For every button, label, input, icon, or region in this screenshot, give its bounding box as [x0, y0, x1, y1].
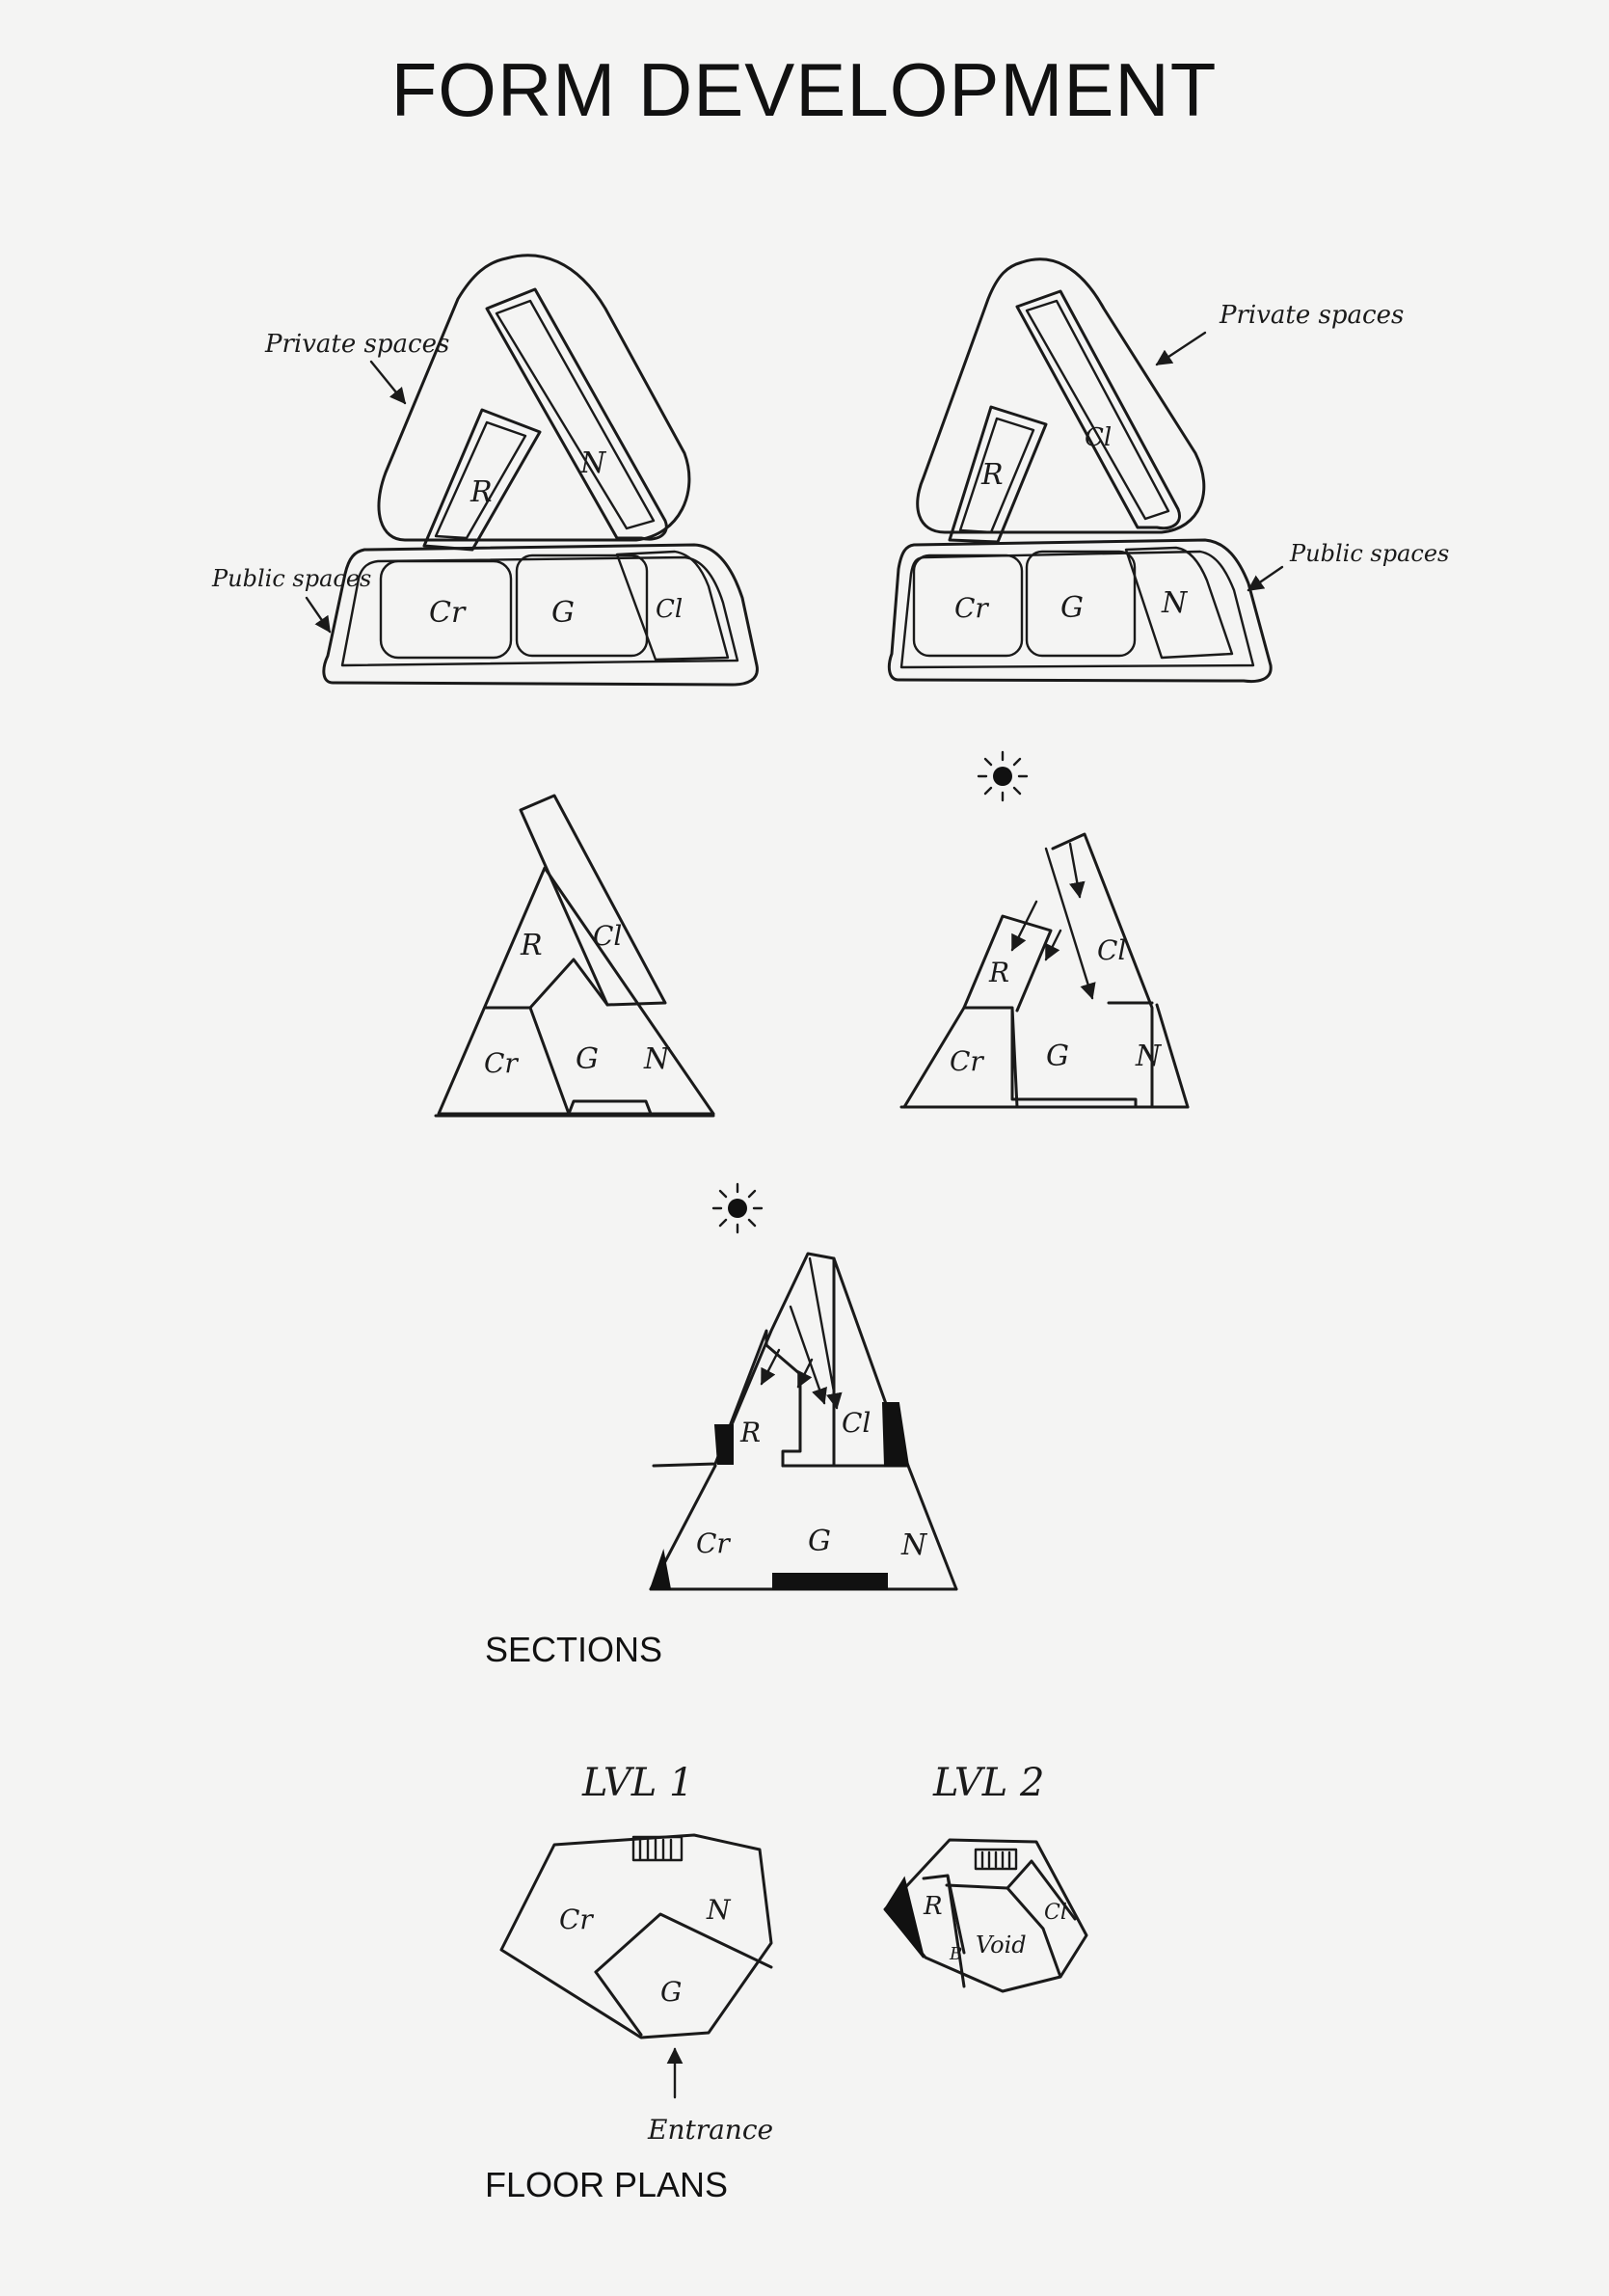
shadow-fill: [881, 1402, 910, 1467]
room-n-left: [485, 287, 668, 541]
arrow-icon: [369, 360, 407, 405]
room-label-r: R: [980, 458, 1004, 492]
annotation-entrance: Entrance: [647, 2114, 773, 2146]
room-label-g: G: [660, 1976, 682, 2008]
room-label-r: R: [988, 957, 1009, 988]
floor-plan-lvl1: LVL 1 Cr N G Entrance: [499, 1761, 773, 2146]
room-r-right: [948, 405, 1048, 544]
private-zone-outline: [377, 254, 691, 542]
room-g-right: [1025, 550, 1137, 658]
section-diagram-a: R Cl Cr G N: [434, 794, 715, 1118]
shadow-fill: [772, 1573, 888, 1590]
room-label-cr: Cr: [484, 1047, 519, 1079]
arrow-icon: [1155, 331, 1207, 366]
room-g-left: [515, 554, 649, 658]
room-label-cl: Cl: [593, 920, 622, 952]
room-label-g: G: [808, 1525, 831, 1558]
room-label-cl: Cl: [1097, 934, 1126, 966]
arrow-icon: [1010, 900, 1038, 952]
room-label-g: G: [1046, 1040, 1069, 1073]
floor-plans-caption: FLOOR PLANS: [485, 2165, 728, 2204]
level-label-lvl2: LVL 2: [932, 1761, 1044, 1805]
annotation-private-spaces: Private spaces: [1219, 301, 1404, 330]
room-label-cl: Cl: [1044, 1901, 1067, 1925]
room-label-void: Void: [976, 1931, 1027, 1958]
room-label-n: N: [900, 1528, 928, 1562]
room-label-cr: Cr: [950, 1045, 984, 1077]
room-label-r: R: [739, 1417, 761, 1448]
annotation-public-spaces: Public spaces: [1289, 540, 1449, 567]
arrow-icon: [1068, 842, 1086, 899]
sections-caption: SECTIONS: [485, 1630, 662, 1669]
room-label-cl: Cl: [1085, 423, 1112, 452]
room-n-right: [1124, 546, 1234, 660]
room-label-r: R: [469, 475, 493, 509]
room-label-cl: Cl: [656, 595, 683, 624]
section-diagram-b: R Cl Cr G N: [899, 750, 1190, 1109]
shadow-fill: [883, 1876, 925, 1958]
room-cl-right: [1015, 289, 1181, 530]
room-label-n: N: [706, 1894, 732, 1926]
private-zone-outline: [916, 257, 1206, 534]
room-label-r: R: [520, 929, 543, 962]
room-r-left: [422, 408, 542, 552]
room-label-cr: Cr: [696, 1527, 731, 1559]
room-cr-left: [379, 559, 513, 660]
level-label-lvl1: LVL 1: [581, 1761, 693, 1805]
arrow-icon: [808, 1256, 843, 1410]
arrow-icon: [1044, 929, 1062, 961]
section-diagram-c: R Cl Cr G N: [649, 1182, 958, 1591]
shadow-fill: [713, 1424, 734, 1465]
room-label-cl: Cl: [842, 1407, 871, 1439]
sun-icon: [977, 750, 1029, 802]
floor-plan-lvl2: LVL 2 R B Void Cl: [883, 1761, 1088, 1993]
room-label-n: N: [1161, 586, 1189, 620]
arrow-icon: [789, 1305, 827, 1405]
public-zone-outline: [322, 543, 759, 687]
arrow-icon: [760, 1348, 781, 1386]
room-label-b: B: [949, 1944, 962, 1964]
page-title: FORM DEVELOPMENT: [391, 47, 1218, 132]
room-label-g: G: [551, 596, 575, 630]
bubble-diagram-right: R Cl Cr G N Private spaces Public spaces: [887, 257, 1449, 684]
room-label-g: G: [1060, 591, 1084, 625]
room-label-n: N: [1135, 1040, 1163, 1073]
arrow-icon: [796, 1358, 814, 1389]
room-cr-right: [912, 554, 1024, 658]
room-label-n: N: [643, 1042, 671, 1076]
bubble-diagram-left: R N Cr G Cl Private spaces Public spaces: [211, 254, 759, 687]
annotation-private-spaces: Private spaces: [264, 330, 449, 359]
stair-block: [631, 1835, 684, 1862]
shadow-fill: [649, 1549, 672, 1590]
arrow-icon: [1044, 847, 1096, 1000]
room-cl-tower: [519, 794, 667, 1007]
arrow-icon: [305, 596, 332, 634]
stair-block: [974, 1848, 1018, 1871]
room-label-r: R: [923, 1892, 943, 1921]
sun-icon: [711, 1182, 764, 1234]
public-zone-outline: [887, 538, 1273, 684]
room-label-n: N: [579, 446, 607, 480]
annotation-public-spaces: Public spaces: [211, 565, 371, 592]
room-label-cr: Cr: [559, 1904, 594, 1935]
arrow-icon: [1247, 565, 1284, 592]
room-label-g: G: [576, 1042, 599, 1076]
room-cl-left: [615, 550, 730, 662]
room-label-cr: Cr: [954, 592, 989, 624]
room-label-cr: Cr: [429, 596, 467, 630]
